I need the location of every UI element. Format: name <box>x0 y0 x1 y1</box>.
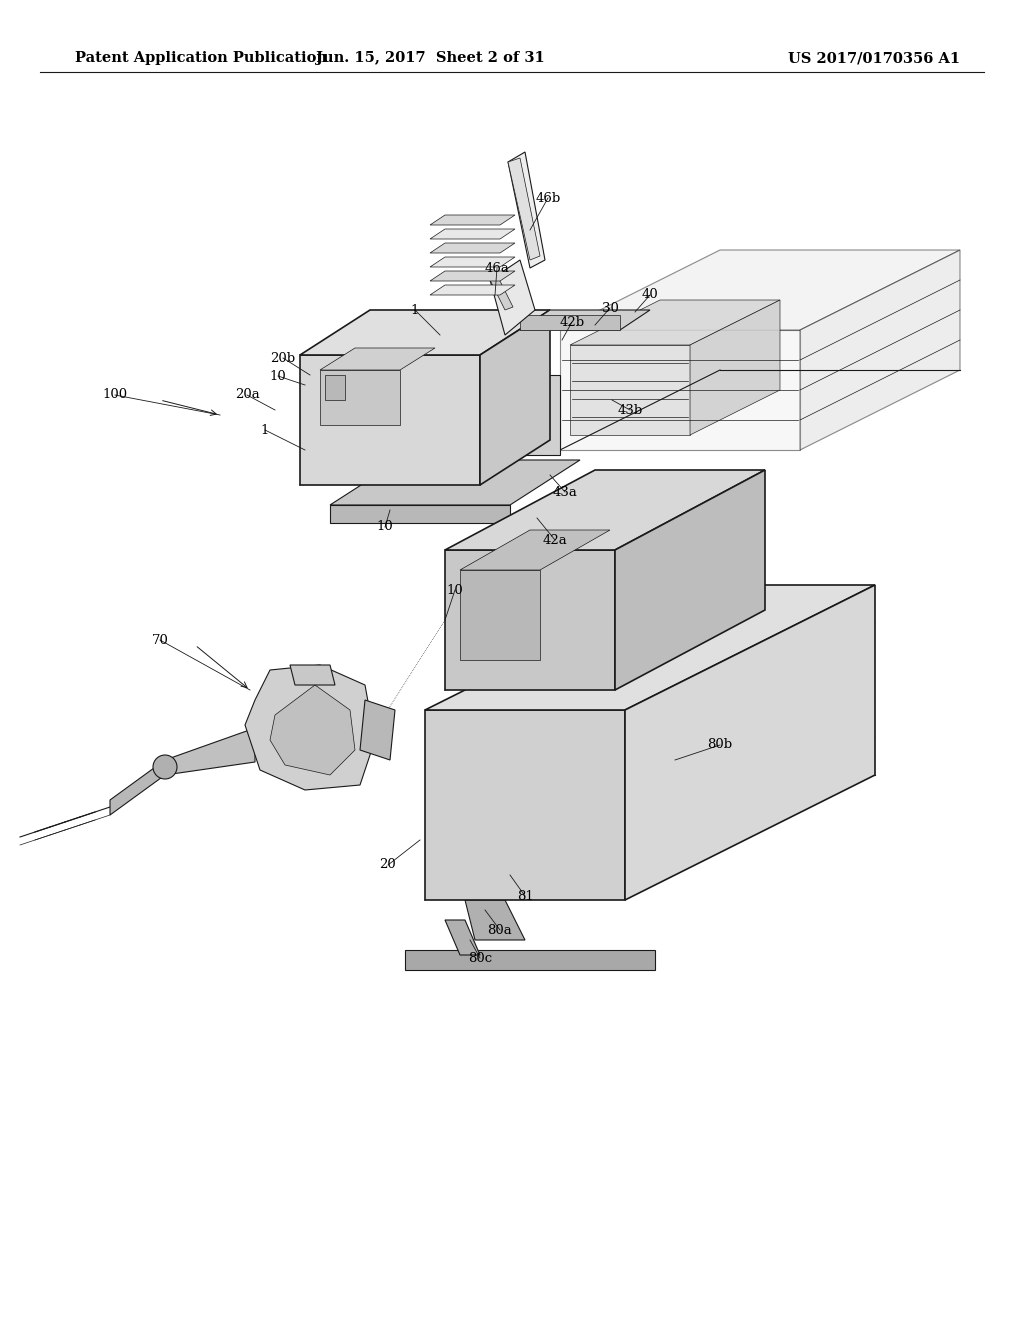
Text: 10: 10 <box>446 583 464 597</box>
Polygon shape <box>570 300 780 345</box>
Polygon shape <box>570 345 690 436</box>
Polygon shape <box>290 665 335 685</box>
Polygon shape <box>430 271 515 281</box>
Text: 20b: 20b <box>270 351 296 364</box>
Text: 20: 20 <box>380 858 396 871</box>
Polygon shape <box>490 277 513 310</box>
Polygon shape <box>460 570 540 660</box>
Text: 30: 30 <box>601 301 618 314</box>
Text: 81: 81 <box>517 890 534 903</box>
Polygon shape <box>560 249 961 330</box>
Polygon shape <box>430 243 515 253</box>
Text: 80c: 80c <box>468 952 493 965</box>
Polygon shape <box>560 330 800 450</box>
Text: 80a: 80a <box>487 924 512 936</box>
Text: Jun. 15, 2017  Sheet 2 of 31: Jun. 15, 2017 Sheet 2 of 31 <box>315 51 545 65</box>
Text: FIG. 1B: FIG. 1B <box>790 601 866 619</box>
Polygon shape <box>520 315 620 330</box>
Text: 1: 1 <box>411 304 419 317</box>
Text: 80b: 80b <box>708 738 732 751</box>
Polygon shape <box>465 900 525 940</box>
Polygon shape <box>490 260 535 335</box>
Polygon shape <box>325 375 345 400</box>
Polygon shape <box>800 249 961 450</box>
Text: 70: 70 <box>152 634 168 647</box>
Text: 46a: 46a <box>484 261 509 275</box>
Polygon shape <box>480 310 550 484</box>
Polygon shape <box>480 375 560 455</box>
Polygon shape <box>245 665 375 789</box>
Text: 42b: 42b <box>559 315 585 329</box>
Polygon shape <box>430 257 515 267</box>
Polygon shape <box>330 459 580 506</box>
Polygon shape <box>625 585 874 900</box>
Text: 40: 40 <box>642 289 658 301</box>
Polygon shape <box>508 152 545 268</box>
Polygon shape <box>330 506 510 523</box>
Polygon shape <box>319 370 400 425</box>
Polygon shape <box>430 228 515 239</box>
Polygon shape <box>445 550 615 690</box>
Circle shape <box>153 755 177 779</box>
Polygon shape <box>165 729 255 775</box>
Polygon shape <box>430 285 515 294</box>
Text: 20a: 20a <box>234 388 259 401</box>
Polygon shape <box>300 310 550 355</box>
Text: 1: 1 <box>261 424 269 437</box>
Polygon shape <box>508 158 540 260</box>
Text: US 2017/0170356 A1: US 2017/0170356 A1 <box>787 51 961 65</box>
Polygon shape <box>520 310 650 330</box>
Polygon shape <box>110 760 165 814</box>
Text: 43b: 43b <box>617 404 643 417</box>
Text: 10: 10 <box>377 520 393 533</box>
Polygon shape <box>300 355 480 484</box>
Polygon shape <box>425 710 625 900</box>
Text: 42a: 42a <box>543 533 567 546</box>
Polygon shape <box>360 700 395 760</box>
Polygon shape <box>445 470 765 550</box>
Polygon shape <box>425 585 874 710</box>
Polygon shape <box>270 685 355 775</box>
Polygon shape <box>430 215 515 224</box>
Text: 46b: 46b <box>536 191 560 205</box>
Text: 10: 10 <box>269 370 287 383</box>
Polygon shape <box>460 531 610 570</box>
Text: Patent Application Publication: Patent Application Publication <box>75 51 327 65</box>
Polygon shape <box>690 300 780 436</box>
Text: 43a: 43a <box>553 486 578 499</box>
Polygon shape <box>406 950 655 970</box>
Polygon shape <box>319 348 435 370</box>
Text: 100: 100 <box>102 388 128 401</box>
Polygon shape <box>445 920 480 954</box>
Polygon shape <box>615 470 765 690</box>
